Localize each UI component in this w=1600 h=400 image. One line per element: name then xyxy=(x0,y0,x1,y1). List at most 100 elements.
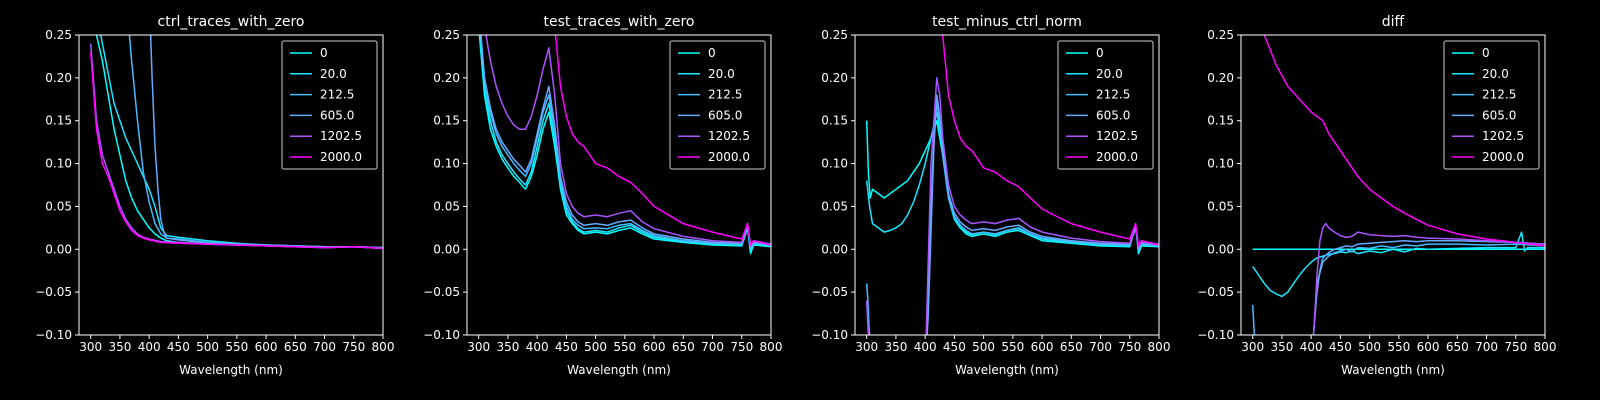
x-tick-label: 550 xyxy=(225,340,248,354)
legend-label: 1202.5 xyxy=(1096,129,1138,143)
y-tick-label: 0.20 xyxy=(45,71,72,85)
series-group xyxy=(89,35,383,250)
x-tick-label: 350 xyxy=(1270,340,1293,354)
legend-label: 20.0 xyxy=(1482,67,1509,81)
y-tick-label: 0.20 xyxy=(433,71,460,85)
legend-label: 605.0 xyxy=(708,108,742,122)
y-tick-label: 0.10 xyxy=(821,157,848,171)
series-line-605.0 xyxy=(1312,239,1545,335)
axes-frame xyxy=(854,34,1160,336)
x-tick-label: 350 xyxy=(496,340,519,354)
x-tick-label: 400 xyxy=(914,340,937,354)
series-line-212.5 xyxy=(480,35,771,249)
series-line-212.5 xyxy=(1251,243,1545,335)
x-tick-label: 750 xyxy=(1118,340,1141,354)
y-tick-label: −0.05 xyxy=(1197,285,1234,299)
series-line-20.0 xyxy=(1252,231,1545,298)
x-tick-label: 400 xyxy=(526,340,549,354)
x-tick-label: 450 xyxy=(555,340,578,354)
x-tick-label: 400 xyxy=(1300,340,1323,354)
chart-title: test_traces_with_zero xyxy=(544,14,695,30)
x-tick-label: 700 xyxy=(1089,340,1112,354)
legend: 0 20.0 212.5 605.0 1202.5 2000.0 xyxy=(669,40,766,170)
legend: 0 20.0 212.5 605.0 1202.5 2000.0 xyxy=(1443,40,1540,170)
legend-box xyxy=(1057,40,1154,170)
y-tick-label: 0.05 xyxy=(1207,199,1234,213)
series-line-0 xyxy=(478,35,771,255)
x-tick-label: 400 xyxy=(138,340,161,354)
chart-title: ctrl_traces_with_zero xyxy=(158,14,305,30)
y-tick-label: 0.05 xyxy=(821,199,848,213)
legend-label: 2000.0 xyxy=(1482,150,1524,164)
legend-label: 212.5 xyxy=(1482,88,1516,102)
x-tick-label: 300 xyxy=(79,340,102,354)
chart-title: test_minus_ctrl_norm xyxy=(932,14,1082,30)
x-tick-label: 450 xyxy=(943,340,966,354)
x-tick-label: 350 xyxy=(884,340,907,354)
x-tick-label: 800 xyxy=(1148,340,1171,354)
x-axis-label: Wavelength (nm) xyxy=(955,363,1059,377)
x-axis-label: Wavelength (nm) xyxy=(1341,363,1445,377)
x-tick-label: 500 xyxy=(196,340,219,354)
y-tick-label: 0.25 xyxy=(433,28,460,42)
y-tick-label: −0.10 xyxy=(35,328,72,342)
x-tick-label: 550 xyxy=(1387,340,1410,354)
legend-box xyxy=(669,40,766,170)
x-tick-label: 550 xyxy=(1001,340,1024,354)
series-line-1202.5 xyxy=(1312,222,1545,335)
legend-label: 1202.5 xyxy=(320,129,362,143)
legend-label: 0 xyxy=(1482,46,1490,60)
y-tick-label: 0.05 xyxy=(433,199,460,213)
x-tick-label: 800 xyxy=(1534,340,1557,354)
series-line-20.0 xyxy=(479,35,771,251)
legend-label: 2000.0 xyxy=(320,150,362,164)
legend-label: 20.0 xyxy=(708,67,735,81)
y-tick-label: 0.10 xyxy=(1207,157,1234,171)
x-tick-label: 550 xyxy=(613,340,636,354)
x-axis-label: Wavelength (nm) xyxy=(567,363,671,377)
y-tick-label: −0.05 xyxy=(811,285,848,299)
legend-box xyxy=(1443,40,1540,170)
y-tick-label: 0.00 xyxy=(821,242,848,256)
series-line-2000.0 xyxy=(89,52,383,250)
y-tick-label: 0.15 xyxy=(45,114,72,128)
legend-label: 1202.5 xyxy=(1482,129,1524,143)
y-tick-label: 0.15 xyxy=(821,114,848,128)
x-tick-label: 750 xyxy=(342,340,365,354)
legend-label: 0 xyxy=(320,46,328,60)
x-tick-label: 650 xyxy=(672,340,695,354)
legend-label: 212.5 xyxy=(708,88,742,102)
legend-label: 212.5 xyxy=(1096,88,1130,102)
y-tick-label: 0.20 xyxy=(1207,71,1234,85)
y-tick-label: 0.00 xyxy=(45,242,72,256)
legend: 0 20.0 212.5 605.0 1202.5 2000.0 xyxy=(1057,40,1154,170)
x-tick-label: 600 xyxy=(1417,340,1440,354)
x-tick-label: 500 xyxy=(584,340,607,354)
y-tick-label: −0.10 xyxy=(1197,328,1234,342)
x-tick-label: 650 xyxy=(284,340,307,354)
series-line-2000.0 xyxy=(554,35,771,246)
series-group xyxy=(478,35,771,255)
series-line-1202.5 xyxy=(485,35,771,247)
y-tick-label: 0.10 xyxy=(433,157,460,171)
series-line-605.0 xyxy=(149,35,383,249)
x-tick-label: 800 xyxy=(372,340,395,354)
series-line-212.5 xyxy=(865,102,1159,335)
x-tick-label: 300 xyxy=(467,340,490,354)
series-group xyxy=(1251,35,1545,335)
legend-label: 2000.0 xyxy=(1096,150,1138,164)
x-tick-label: 800 xyxy=(760,340,783,354)
x-tick-label: 650 xyxy=(1060,340,1083,354)
x-tick-label: 700 xyxy=(701,340,724,354)
chart-panel-2: 300 350 400 450 500 550 600 650 700 750 800 −0.10 −0… xyxy=(811,14,1171,377)
axes-frame xyxy=(466,34,772,336)
y-tick-label: −0.10 xyxy=(811,328,848,342)
axes-frame xyxy=(78,34,384,336)
legend-label: 2000.0 xyxy=(708,150,750,164)
x-tick-label: 650 xyxy=(1446,340,1469,354)
y-tick-label: 0.10 xyxy=(45,157,72,171)
y-tick-label: 0.25 xyxy=(1207,28,1234,42)
x-tick-label: 600 xyxy=(643,340,666,354)
x-tick-label: 300 xyxy=(1241,340,1264,354)
